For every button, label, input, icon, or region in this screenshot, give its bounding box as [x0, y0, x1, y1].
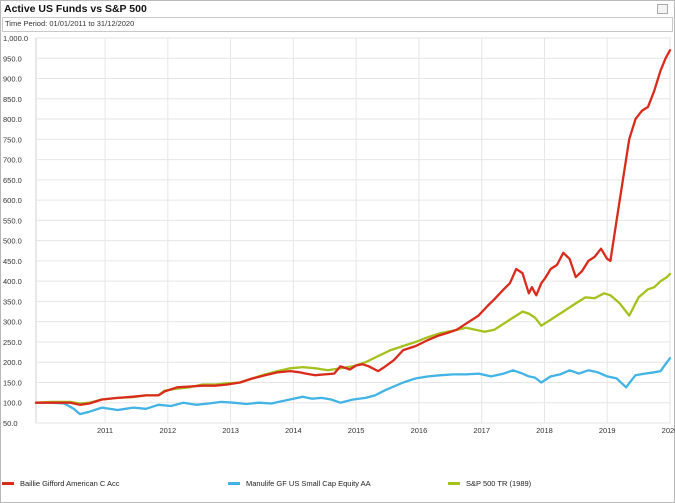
legend-item-sp500[interactable]: S&P 500 TR (1989): [448, 477, 531, 489]
x-tick-label: 2011: [97, 426, 113, 435]
y-tick-label: 300.0: [3, 318, 22, 327]
y-tick-label: 850.0: [3, 95, 22, 104]
y-tick-label: 50.0: [3, 419, 18, 428]
y-tick-label: 150.0: [3, 378, 22, 387]
x-tick-label: 2015: [348, 426, 365, 435]
time-period-bar: Time Period: 01/01/2011 to 31/12/2020: [2, 17, 673, 32]
legend-label: Baillie Gifford American C Acc: [20, 478, 120, 488]
y-tick-label: 350.0: [3, 297, 22, 306]
legend-item-baillie-gifford[interactable]: Baillie Gifford American C Acc: [2, 477, 120, 489]
y-tick-label: 400.0: [3, 277, 22, 286]
x-tick-label: 2019: [599, 426, 616, 435]
legend-swatch: [2, 481, 14, 485]
y-tick-label: 200.0: [3, 358, 22, 367]
x-tick-label: 2020: [662, 426, 675, 435]
time-period-label: Time Period: 01/01/2011 to 31/12/2020: [5, 19, 135, 28]
x-tick-label: 2014: [285, 426, 302, 435]
y-tick-label: 500.0: [3, 237, 22, 246]
x-tick-label: 2017: [473, 426, 490, 435]
chart-menu-button[interactable]: [657, 4, 668, 14]
y-tick-label: 950.0: [3, 54, 22, 63]
y-tick-label: 800.0: [3, 115, 22, 124]
legend-swatch: [228, 481, 240, 485]
y-tick-label: 600.0: [3, 196, 22, 205]
x-tick-label: 2013: [222, 426, 239, 435]
y-tick-label: 650.0: [3, 176, 22, 185]
series-line-1: [34, 357, 672, 416]
y-tick-label: 100.0: [3, 399, 22, 408]
legend-label: Manulife GF US Small Cap Equity AA: [246, 478, 371, 488]
y-tick-label: 700.0: [3, 156, 22, 165]
legend-swatch: [448, 481, 460, 485]
y-tick-label: 550.0: [3, 216, 22, 225]
legend-item-manulife[interactable]: Manulife GF US Small Cap Equity AA: [228, 477, 371, 489]
y-tick-label: 900.0: [3, 75, 22, 84]
plot-area: [35, 37, 671, 424]
x-tick-label: 2018: [536, 426, 553, 435]
y-tick-label: 750.0: [3, 135, 22, 144]
y-tick-label: 450.0: [3, 257, 22, 266]
y-tick-label: 1,000.0: [3, 34, 28, 43]
chart-title: Active US Funds vs S&P 500: [4, 3, 147, 15]
legend-label: S&P 500 TR (1989): [466, 478, 532, 488]
x-tick-label: 2012: [159, 426, 176, 435]
x-tick-label: 2016: [411, 426, 428, 435]
series-line-0: [34, 49, 672, 406]
y-tick-label: 250.0: [3, 338, 22, 347]
